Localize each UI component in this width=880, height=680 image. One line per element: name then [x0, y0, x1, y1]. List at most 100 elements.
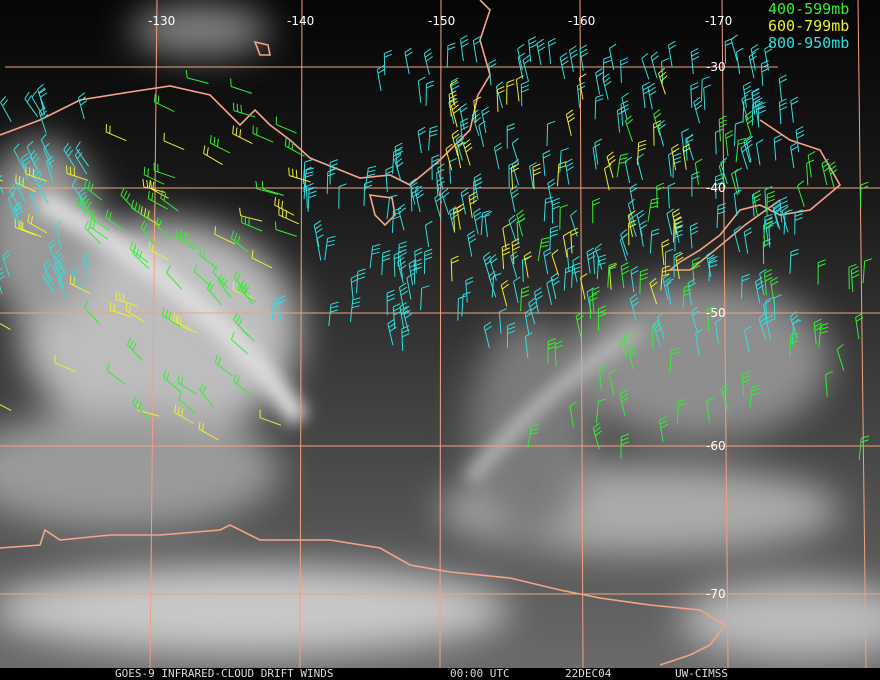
wind-barb — [460, 118, 469, 144]
wind-barb — [148, 241, 169, 261]
wind-barb — [517, 43, 525, 71]
wind-barb — [155, 217, 174, 240]
wind-barb — [662, 273, 672, 301]
wind-barb — [773, 134, 782, 161]
wind-barb — [579, 44, 589, 71]
wind-barb — [38, 88, 48, 116]
wind-barb — [230, 230, 249, 253]
wind-barb — [860, 181, 869, 208]
wind-barb — [398, 282, 409, 310]
wind-barb — [56, 261, 66, 289]
wind-barb — [163, 369, 181, 392]
wind-barb — [778, 98, 788, 125]
wind-barb — [397, 256, 407, 284]
wind-barb — [63, 142, 76, 169]
wind-barb — [381, 250, 391, 276]
wind-barb — [386, 194, 398, 220]
wind-barb — [413, 258, 422, 285]
wind-barb — [109, 301, 132, 318]
wind-barb — [706, 305, 715, 332]
wind-barb — [328, 301, 339, 327]
wind-barb — [790, 142, 799, 169]
wind-barb — [84, 300, 100, 325]
wind-barb — [392, 207, 402, 233]
wind-barb — [270, 298, 280, 325]
wind-barb — [763, 221, 772, 248]
wind-barb — [120, 187, 137, 212]
wind-barb — [140, 220, 155, 246]
wind-barb — [162, 307, 182, 328]
wind-barb — [818, 322, 829, 348]
wind-barb — [647, 82, 657, 110]
wind-barb — [404, 47, 413, 75]
wind-barb — [733, 189, 742, 216]
wind-barb — [744, 110, 755, 138]
coastlines — [0, 0, 842, 666]
wind-barb — [185, 69, 209, 84]
wind-barb — [807, 150, 816, 178]
wind-barb — [402, 305, 412, 333]
wind-barb — [594, 94, 604, 120]
wind-barb — [658, 67, 668, 95]
wind-barb — [409, 178, 418, 205]
wind-barb — [461, 291, 471, 317]
wind-barb — [592, 143, 601, 170]
wind-barb — [338, 183, 347, 209]
wind-barb — [203, 145, 223, 166]
wind-barb — [523, 251, 533, 278]
wind-barb — [81, 195, 96, 221]
wind-barb — [43, 142, 53, 170]
wind-barb — [451, 129, 460, 157]
footer-text: 22DEC04 — [565, 667, 612, 680]
wind-barb — [510, 251, 519, 278]
wind-barb — [179, 228, 199, 250]
wind-barb — [20, 220, 42, 238]
wind-barb — [772, 200, 782, 228]
wind-barb — [620, 229, 629, 256]
wind-barb — [586, 247, 596, 274]
wind-barb — [214, 226, 236, 245]
wind-barb — [131, 199, 151, 221]
wind-barb — [40, 133, 52, 160]
wind-barb — [591, 286, 600, 313]
longitude-label: -130 — [148, 14, 175, 28]
wind-barb — [457, 295, 467, 321]
wind-barb — [542, 150, 551, 176]
wind-barb — [806, 159, 815, 186]
wind-barb — [511, 238, 521, 265]
wind-barb — [75, 141, 90, 167]
wind-barb — [724, 38, 733, 64]
wind-barb — [743, 136, 753, 163]
wind-barb — [718, 115, 728, 142]
wind-barb — [329, 159, 338, 185]
wind-barb — [8, 193, 16, 220]
wind-barb — [278, 206, 300, 225]
wind-barb — [54, 249, 67, 275]
wind-barb — [417, 76, 426, 103]
wind-barb — [13, 202, 24, 230]
wind-barb — [639, 268, 649, 294]
wind-barb — [425, 80, 435, 106]
wind-barb — [656, 182, 665, 209]
footer-text: GOES-9 INFRARED-CLOUD DRIFT WINDS — [115, 667, 334, 680]
footer-text: UW-CIMSS — [675, 667, 728, 680]
wind-barb — [84, 220, 101, 244]
wind-barb — [715, 173, 724, 199]
wind-barb — [455, 134, 466, 161]
wind-barb — [230, 331, 249, 355]
wind-barb — [731, 169, 739, 196]
wind-barb — [45, 155, 55, 183]
wind-barb — [394, 154, 404, 181]
wind-barb — [570, 227, 579, 254]
wind-barb — [448, 90, 458, 117]
wind-barb — [284, 137, 305, 157]
longitude-label: -160 — [568, 14, 595, 28]
wind-barb — [106, 362, 125, 385]
wind-barb — [15, 174, 36, 193]
wind-barb — [716, 202, 726, 229]
wind-barb — [569, 401, 578, 428]
wind-barb — [484, 210, 493, 238]
wind-barb — [666, 208, 674, 236]
wind-barb — [239, 279, 254, 305]
